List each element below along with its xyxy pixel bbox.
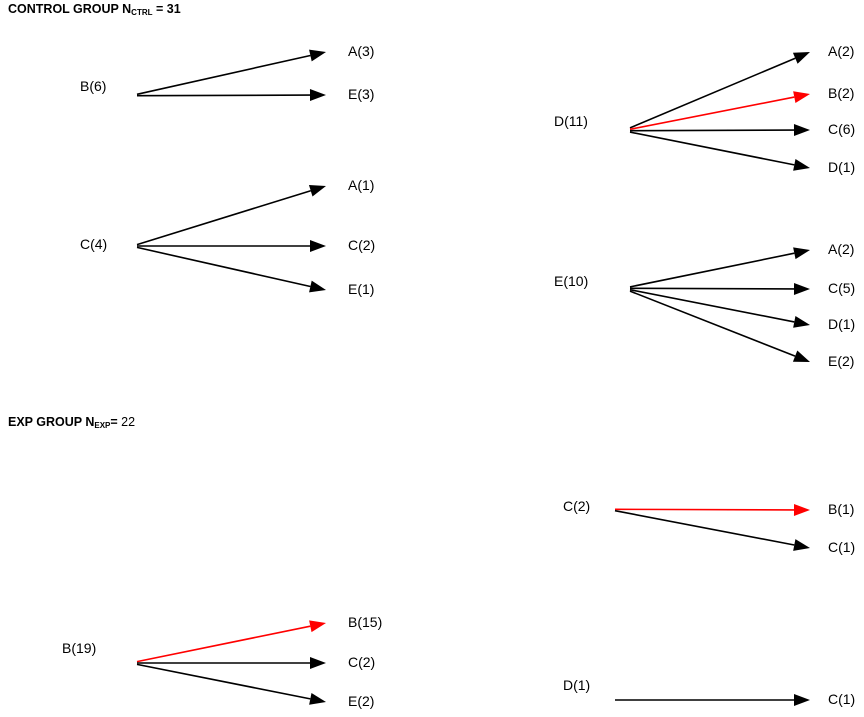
exp-b-arrow-1 [137, 657, 326, 669]
control-e-arrow-0 [629, 247, 810, 288]
control-e-source-label: E(10) [554, 273, 589, 289]
exp-b-target-label-2: E(2) [348, 693, 375, 709]
control-d-arrow-3-head [793, 158, 810, 171]
control-d-arrow-0 [629, 52, 810, 129]
exp-b-source-label: B(19) [62, 640, 97, 656]
control-e-arrow-0-shaft [629, 252, 795, 288]
control-e-arrow-0-head [793, 247, 810, 260]
exp-c-target-label-1: C(1) [828, 539, 856, 555]
exp-b-arrow-0-head [309, 620, 326, 633]
control-d-target-label-3: D(1) [828, 159, 856, 175]
control-b-arrow-1 [136, 89, 326, 102]
control-c-arrow-2-shaft [136, 246, 311, 288]
control-b-arrow-1-shaft [136, 94, 311, 97]
control-d-arrow-1-head [793, 91, 810, 103]
exp-b-arrow-0 [136, 620, 326, 663]
control-c-arrow-1-head [310, 240, 326, 252]
control-e-arrow-3 [629, 290, 810, 362]
control-c-arrow-0-head [308, 185, 326, 197]
control-b-target-label-1: E(3) [348, 86, 375, 102]
exp-c-target-label-0: B(1) [828, 501, 855, 517]
exp-c-source-label: C(2) [563, 498, 591, 514]
control-d-target-label-1: B(2) [828, 85, 855, 101]
control-d-arrow-3-shaft [629, 131, 795, 166]
exp-d-arrow-0-head [794, 694, 810, 706]
control-c-arrow-0 [136, 185, 326, 246]
exp-c-arrow-1 [614, 509, 810, 551]
control-b-arrow-0 [136, 49, 326, 96]
control-d-arrow-0-head [792, 52, 810, 64]
exp-d-source-label: D(1) [563, 677, 591, 693]
control-c-arrow-2-head [309, 280, 326, 293]
control-c-target-label-2: E(1) [348, 281, 375, 297]
control-d-arrow-1 [629, 91, 810, 131]
exp-c-arrow-1-shaft [614, 509, 795, 546]
exp-c-arrow-0-head [793, 503, 810, 516]
control-e-arrow-1-shaft [629, 287, 795, 290]
control-c-arrow-2 [136, 246, 326, 293]
exp-b-arrow-1-head [310, 657, 326, 669]
control-b-arrow-0-head [309, 49, 326, 62]
exp-c-arrow-0 [614, 503, 810, 516]
control-d-arrow-2 [629, 124, 810, 137]
control-d-arrow-1-shaft [629, 96, 795, 131]
control-b-target-label-0: A(3) [348, 43, 375, 59]
control-d-arrow-0-shaft [629, 57, 796, 129]
exp-b-target-label-0: B(15) [348, 614, 383, 630]
control-b-arrow-1-head [309, 89, 326, 102]
control-group-heading: CONTROL GROUP NCTRL = 31 [8, 2, 181, 17]
control-c-arrow-1 [137, 240, 326, 252]
exp-b-arrow-2 [136, 663, 326, 705]
control-c-arrow-0-shaft [136, 189, 311, 246]
control-d-target-label-0: A(2) [828, 43, 855, 59]
control-b-arrow-0-shaft [136, 54, 311, 96]
exp-c-arrow-1-head [793, 539, 810, 551]
control-c-target-label-0: A(1) [348, 177, 375, 193]
control-e-arrow-2-shaft [629, 288, 795, 323]
control-c-source-label: C(4) [80, 236, 108, 252]
control-d-arrow-3 [629, 131, 810, 171]
exp-b-target-label-1: C(2) [348, 654, 376, 670]
control-d-target-label-2: C(6) [828, 121, 856, 137]
exp-c-arrow-0-shaft [614, 508, 795, 511]
control-e-arrow-1-head [793, 282, 810, 295]
control-d-source-label: D(11) [554, 113, 588, 129]
control-d-arrow-2-shaft [629, 129, 795, 132]
exp-d-target-label-0: C(1) [828, 691, 856, 707]
control-b-source-label: B(6) [80, 78, 107, 94]
control-e-arrow-3-head [792, 350, 810, 362]
exp-b-arrow-2-shaft [136, 663, 311, 700]
control-e-target-label-2: D(1) [828, 316, 856, 332]
exp-group-heading: EXP GROUP NEXP= 22 [8, 415, 136, 430]
arrows-layer [136, 49, 810, 706]
control-e-target-label-0: A(2) [828, 241, 855, 257]
control-e-target-label-3: E(2) [828, 353, 855, 369]
control-e-arrow-3-shaft [629, 290, 796, 357]
control-e-arrow-2 [629, 288, 810, 328]
control-e-target-label-1: C(5) [828, 280, 856, 296]
control-c-target-label-1: C(2) [348, 237, 376, 253]
exp-b-arrow-2-head [309, 692, 326, 705]
control-e-arrow-1 [629, 282, 810, 295]
control-e-arrow-2-head [793, 316, 810, 328]
control-d-arrow-2-head [793, 124, 810, 137]
exp-d-arrow-0 [615, 694, 810, 706]
exp-b-arrow-0-shaft [136, 625, 311, 663]
